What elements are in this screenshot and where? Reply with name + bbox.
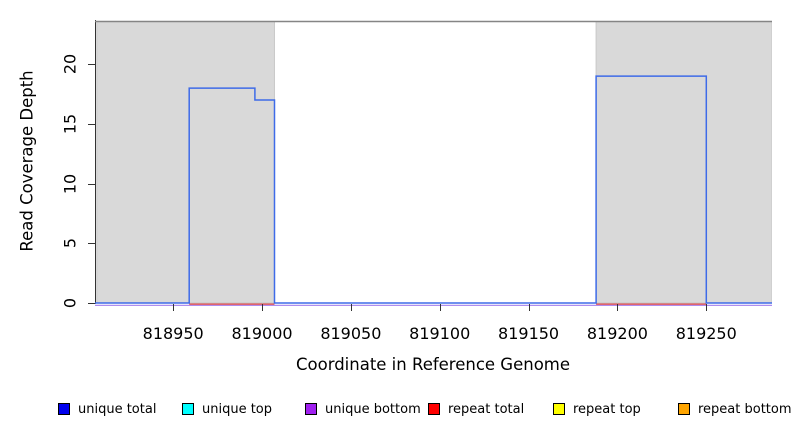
x-tick-label: 819050 <box>320 324 382 343</box>
legend-label: unique total <box>78 401 157 417</box>
y-tick-label: 5 <box>60 238 80 249</box>
legend-label: repeat total <box>448 401 525 417</box>
legend-swatch-icon <box>305 403 317 415</box>
legend-item: repeat total <box>428 401 525 417</box>
y-tick <box>88 303 95 304</box>
y-tick <box>88 183 95 185</box>
x-tick <box>617 304 619 311</box>
legend-swatch-icon <box>182 403 194 415</box>
masked-region-shade <box>96 21 275 304</box>
x-tick-label: 818950 <box>142 324 204 343</box>
x-tick-label: 819150 <box>498 324 560 343</box>
x-tick <box>528 304 530 311</box>
legend-label: repeat top <box>573 401 641 417</box>
legend-label: unique bottom <box>325 401 421 417</box>
x-tick-label: 819250 <box>675 324 737 343</box>
y-axis-title: Read Coverage Depth <box>17 70 37 252</box>
y-tick <box>88 123 95 125</box>
x-tick <box>173 304 175 311</box>
legend-label: unique top <box>202 401 273 417</box>
y-axis-line <box>95 20 96 304</box>
y-tick-label: 15 <box>60 113 80 135</box>
legend-item: repeat bottom <box>678 401 792 417</box>
y-tick-label: 0 <box>60 297 80 309</box>
x-tick <box>439 304 441 311</box>
y-tick <box>88 64 95 66</box>
x-tick-label: 819000 <box>231 324 293 343</box>
legend-label: repeat bottom <box>698 401 792 417</box>
legend-item: unique total <box>58 401 157 417</box>
legend-swatch-icon <box>58 403 70 415</box>
x-axis-title: Coordinate in Reference Genome <box>295 355 571 374</box>
y-tick <box>88 243 95 245</box>
x-tick <box>706 304 708 311</box>
x-tick <box>262 304 264 311</box>
legend-swatch-icon <box>678 403 690 415</box>
legend-item: unique bottom <box>305 401 421 417</box>
legend-item: unique top <box>182 401 273 417</box>
legend-swatch-icon <box>428 403 440 415</box>
unique-total-line <box>95 75 772 304</box>
y-tick-label: 20 <box>60 53 80 75</box>
x-tick-label: 819100 <box>409 324 471 343</box>
x-tick <box>350 304 352 311</box>
legend-swatch-icon <box>553 403 565 415</box>
masked-region-shade <box>595 21 772 304</box>
y-tick-label: 10 <box>60 173 80 194</box>
x-tick-label: 819200 <box>586 324 648 343</box>
plot-area <box>95 20 772 306</box>
legend-item: repeat top <box>553 401 641 417</box>
